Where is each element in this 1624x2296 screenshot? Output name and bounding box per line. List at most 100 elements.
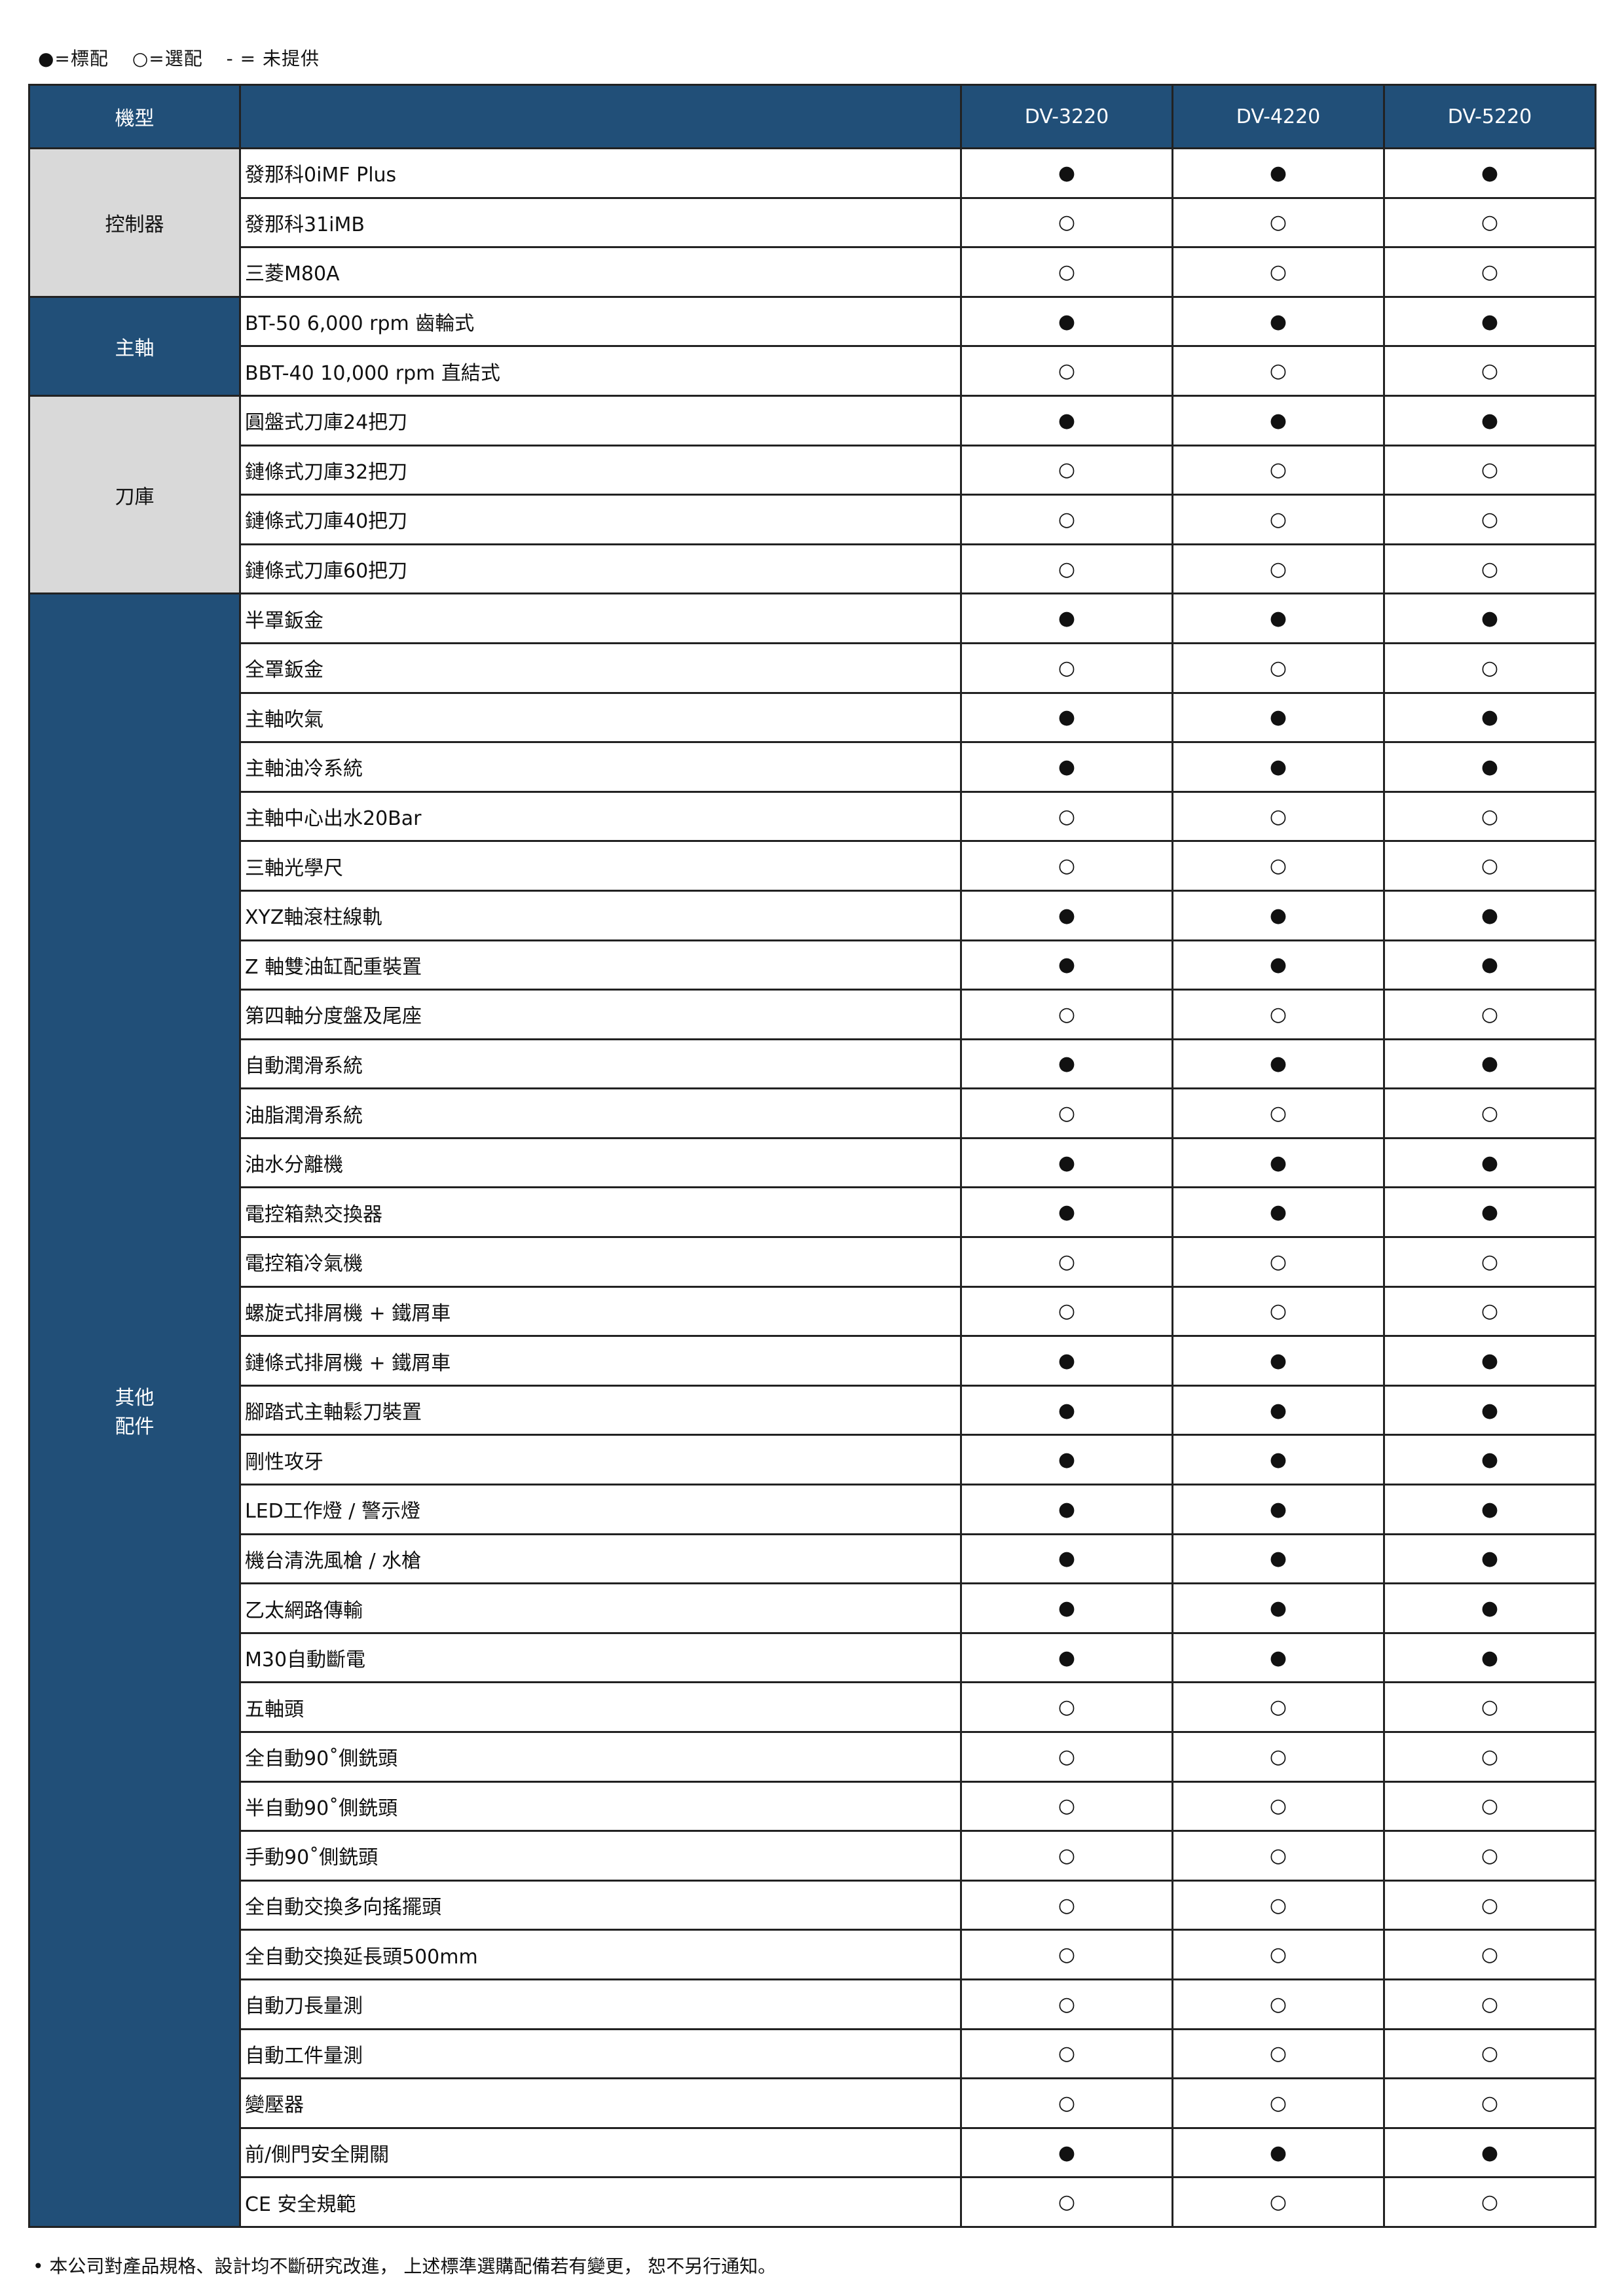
item-name: BBT-40 10,000 rpm 直結式 [239, 345, 962, 397]
table-row: 刀庫 圓盤式刀庫24把刀 ● ● ● [28, 394, 1596, 595]
item-name: 三軸光學尺 [239, 840, 962, 892]
legend: ●=標配 ○=選配 - = 未提供 [38, 45, 337, 71]
standard-mark: ● [1172, 592, 1385, 644]
table-row: 發那科31iMB ○ ○ ○ [29, 196, 1596, 249]
standard-mark: ● [1172, 741, 1385, 793]
group-label: 主軸 [28, 295, 241, 397]
optional-mark: ○ [1172, 494, 1385, 545]
optional-mark: ○ [960, 1236, 1173, 1288]
table-row: 三菱M80A ○ ○ ○ [29, 246, 1596, 298]
standard-mark: ● [960, 394, 1173, 446]
table-row: 全自動交換延長頭500mm ○ ○ ○ [29, 1929, 1596, 1980]
standard-mark: ● [1383, 1137, 1596, 1189]
table-row: 五軸頭 ○ ○ ○ [29, 1681, 1596, 1733]
table-row: 油水分離機 ● ● ● [29, 1137, 1596, 1189]
table-row: 乙太網路傳輸 ● ● ● [29, 1582, 1596, 1634]
item-name: Z 軸雙油缸配重裝置 [239, 939, 962, 991]
item-name: 剛性攻牙 [239, 1434, 962, 1486]
optional-mark: ○ [1383, 543, 1596, 595]
table-row: 機台清洗風槍 / 水槍 ● ● ● [29, 1533, 1596, 1585]
item-name: LED工作燈 / 警示燈 [239, 1484, 962, 1535]
table-row: 自動刀長量測 ○ ○ ○ [29, 1978, 1596, 2030]
item-name: 圓盤式刀庫24把刀 [239, 394, 962, 446]
optional-mark: ○ [1383, 989, 1596, 1040]
item-name: 半罩鈑金 [239, 592, 962, 644]
table-row: 鏈條式刀庫60把刀 ○ ○ ○ [29, 543, 1596, 595]
optional-mark: ○ [1172, 1879, 1385, 1931]
standard-mark: ● [1383, 741, 1596, 793]
optional-mark: ○ [960, 1929, 1173, 1980]
standard-mark: ● [1383, 1533, 1596, 1585]
model-header: DV-5220 [1383, 84, 1596, 149]
item-name: 油脂潤滑系統 [239, 1087, 962, 1139]
table-row: 油脂潤滑系統 ○ ○ ○ [29, 1087, 1596, 1139]
table-row: 電控箱冷氣機 ○ ○ ○ [29, 1236, 1596, 1288]
optional-mark: ○ [1383, 444, 1596, 496]
item-name: 全罩鈑金 [239, 642, 962, 694]
model-label: 機型 [28, 84, 241, 149]
optional-mark: ○ [1172, 2176, 1385, 2228]
standard-mark: ● [1172, 1384, 1385, 1436]
optional-mark: ○ [1172, 444, 1385, 496]
table-row: 螺旋式排屑機 + 鐵屑車 ○ ○ ○ [29, 1285, 1596, 1338]
standard-mark: ● [960, 147, 1173, 199]
item-name: 全自動交換延長頭500mm [239, 1929, 962, 1980]
optional-mark: ○ [1383, 642, 1596, 694]
standard-mark: ● [960, 1384, 1173, 1436]
optional-mark: ○ [1172, 1978, 1385, 2030]
standard-mark: ● [960, 741, 1173, 793]
item-name: 電控箱冷氣機 [239, 1236, 962, 1288]
standard-mark: ● [1172, 889, 1385, 941]
standard-mark: ● [1172, 1038, 1385, 1090]
item-name: 乙太網路傳輸 [239, 1582, 962, 1634]
optional-mark: ○ [1172, 1681, 1385, 1733]
item-name: 鏈條式排屑機 + 鐵屑車 [239, 1335, 962, 1387]
standard-mark: ● [1383, 1335, 1596, 1387]
standard-mark: ● [1383, 1434, 1596, 1486]
optional-mark: ○ [960, 1681, 1173, 1733]
optional-mark: ○ [960, 2028, 1173, 2080]
standard-mark: ● [1172, 1186, 1385, 1239]
item-name: 全自動交換多向搖擺頭 [239, 1879, 962, 1931]
optional-mark: ○ [1172, 196, 1385, 249]
optional-mark: ○ [960, 642, 1173, 694]
standard-mark: ● [960, 1582, 1173, 1634]
item-name: 電控箱熱交換器 [239, 1186, 962, 1239]
legend-unavailable: - = 未提供 [226, 48, 320, 69]
standard-mark: ● [1172, 939, 1385, 991]
standard-mark: ● [1172, 1533, 1385, 1585]
item-name: 五軸頭 [239, 1681, 962, 1733]
item-header [239, 84, 962, 149]
optional-mark: ○ [1383, 1978, 1596, 2030]
standard-mark: ● [1383, 1384, 1596, 1436]
item-name: 自動刀長量測 [239, 1978, 962, 2030]
standard-mark: ● [960, 691, 1173, 744]
standard-mark: ● [1383, 1038, 1596, 1090]
table-row: 其他 配件 半罩鈑金 ● ● ● [28, 592, 1596, 2228]
optional-mark: ○ [1383, 2028, 1596, 2080]
table-row: 半自動90˚側銑頭 ○ ○ ○ [29, 1780, 1596, 1832]
spec-body: 控制器 發那科0iMF Plus ● ● ● 發那科31iMB ○ ○ ○ 三菱M80A ○ ○ ○ 主軸… [28, 147, 1596, 2228]
optional-mark: ○ [1172, 642, 1385, 694]
optional-mark: ○ [1172, 2028, 1385, 2080]
optional-mark: ○ [960, 2077, 1173, 2129]
item-name: 鏈條式刀庫40把刀 [239, 494, 962, 545]
standard-mark: ● [1383, 889, 1596, 941]
optional-mark: ○ [1172, 2077, 1385, 2129]
item-name: 鏈條式刀庫32把刀 [239, 444, 962, 496]
item-name: 自動工件量測 [239, 2028, 962, 2080]
item-name: 三菱M80A [239, 246, 962, 298]
item-name: 主軸吹氣 [239, 691, 962, 744]
optional-mark: ○ [1172, 1236, 1385, 1288]
table-row: 鏈條式排屑機 + 鐵屑車 ● ● ● [29, 1335, 1596, 1387]
standard-mark: ● [1383, 691, 1596, 744]
standard-mark: ● [1383, 1186, 1596, 1239]
table-row: 剛性攻牙 ● ● ● [29, 1434, 1596, 1486]
optional-mark: ○ [1172, 1929, 1385, 1980]
standard-mark: ● [1383, 1484, 1596, 1535]
item-name: 主軸油冷系統 [239, 741, 962, 793]
standard-mark: ● [1172, 1137, 1385, 1189]
item-name: XYZ軸滾柱線軌 [239, 889, 962, 941]
standard-mark: ● [1383, 394, 1596, 446]
optional-mark: ○ [1383, 1929, 1596, 1980]
